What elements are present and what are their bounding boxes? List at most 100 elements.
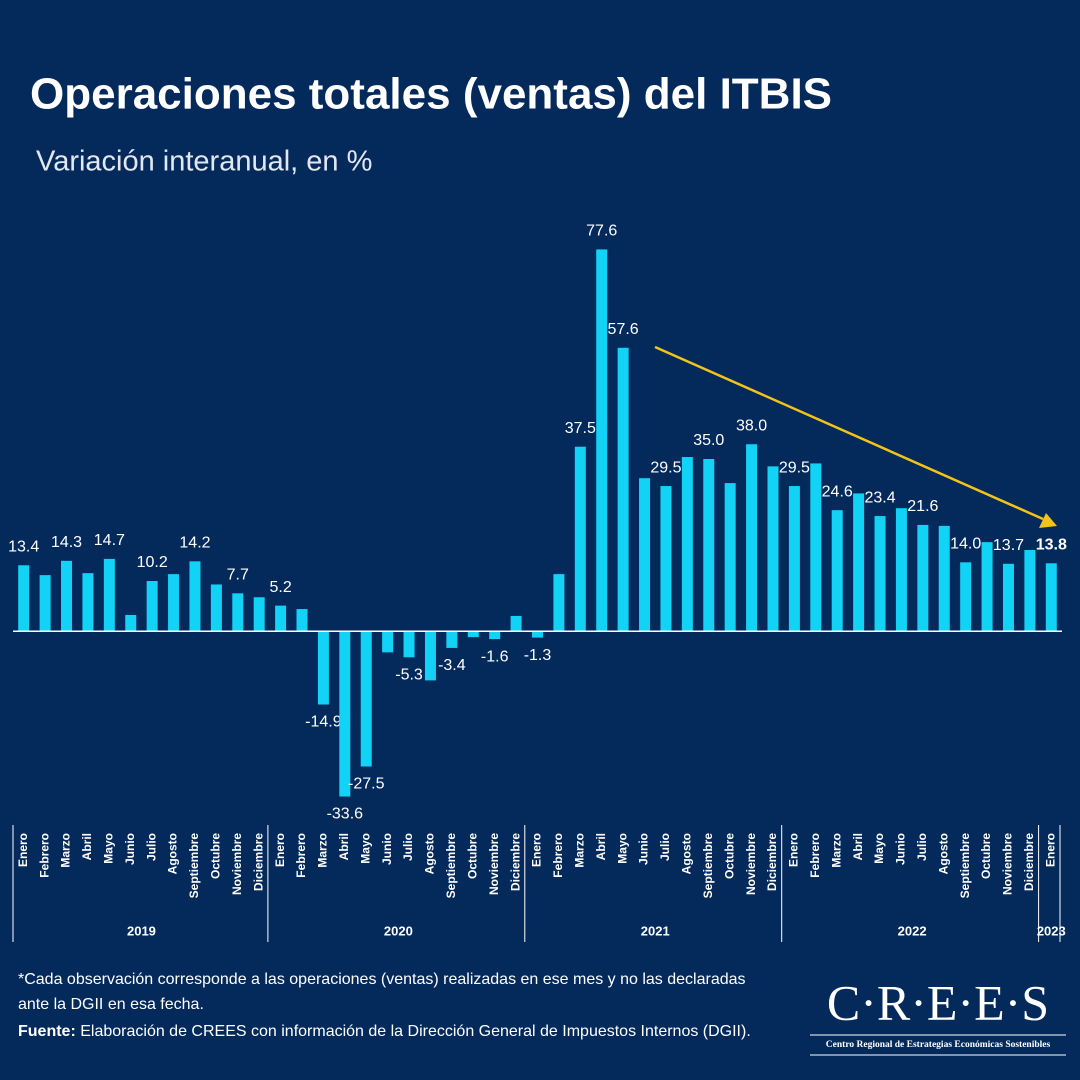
x-group-label: 2023 <box>1037 923 1066 938</box>
bar <box>960 562 972 632</box>
bar <box>168 574 180 632</box>
trend-arrowhead <box>1039 513 1057 528</box>
bar <box>253 597 265 632</box>
bar <box>18 565 30 632</box>
x-tick-label: Junio <box>123 833 137 865</box>
chart-title: Operaciones totales (ventas) del ITBIS <box>30 70 832 119</box>
value-label: 14.2 <box>179 535 210 552</box>
x-tick-label: Abril <box>337 833 351 860</box>
value-label: 24.6 <box>822 483 853 500</box>
value-label: 13.4 <box>8 538 39 555</box>
bar <box>1002 563 1014 632</box>
bar <box>146 581 158 632</box>
bar <box>853 493 865 632</box>
x-tick-label: Diciembre <box>765 833 779 891</box>
bar <box>596 249 608 632</box>
bar <box>296 609 308 632</box>
bar <box>467 631 479 638</box>
bar <box>553 574 565 632</box>
value-label: -5.3 <box>395 666 423 683</box>
x-group-label: 2020 <box>384 923 413 938</box>
source: Fuente: Elaboración de CREES con informa… <box>18 1019 778 1044</box>
value-label: 14.7 <box>94 532 125 549</box>
bar <box>532 631 543 638</box>
value-label: 29.5 <box>650 459 681 476</box>
x-tick-label: Marzo <box>59 833 73 868</box>
x-tick-label: Octubre <box>722 833 736 879</box>
bar <box>617 347 629 632</box>
trend-arrow <box>654 345 1044 521</box>
value-label: 13.8 <box>1036 537 1067 554</box>
value-label: 29.5 <box>779 459 810 476</box>
x-tick-label: Septiembre <box>187 833 201 899</box>
x-tick-label: Enero <box>787 833 801 867</box>
x-tick-label: Julio <box>144 833 158 861</box>
value-label: -1.3 <box>524 647 552 664</box>
x-tick-label: Octubre <box>209 833 223 879</box>
x-tick-label: Noviembre <box>487 833 501 895</box>
value-label: -27.5 <box>348 776 385 793</box>
x-group-label: 2019 <box>127 923 156 938</box>
bar <box>660 486 672 632</box>
logo-subtitle: Centro Regional de Estrategias Económica… <box>826 1040 1051 1050</box>
value-label: 14.0 <box>950 536 981 553</box>
x-tick-label: Enero <box>1043 833 1057 867</box>
x-tick-label: Octubre <box>979 833 993 879</box>
bar <box>403 631 415 658</box>
bar <box>703 459 715 632</box>
x-tick-label: Marzo <box>829 833 843 868</box>
x-tick-label: Diciembre <box>508 833 522 891</box>
value-label: -33.6 <box>327 806 364 823</box>
x-tick-label: Agosto <box>166 833 180 874</box>
bar <box>275 605 287 632</box>
value-label: 57.6 <box>608 321 639 338</box>
bar <box>917 524 929 632</box>
x-tick-label: Febrero <box>808 833 822 878</box>
x-tick-label: Febrero <box>551 833 565 878</box>
bar <box>317 631 329 705</box>
footnote: *Cada observación corresponde a las oper… <box>18 971 746 1013</box>
x-tick-label: Enero <box>273 833 287 867</box>
x-tick-label: Mayo <box>872 833 886 864</box>
bar <box>103 558 115 632</box>
value-label: 21.6 <box>907 498 938 515</box>
bar <box>446 631 458 648</box>
value-label: 37.5 <box>565 420 596 437</box>
x-tick-label: Septiembre <box>444 833 458 899</box>
bar <box>210 584 222 632</box>
bar <box>574 446 586 632</box>
x-tick-label: Agosto <box>936 833 950 874</box>
x-tick-label: Enero <box>530 833 544 867</box>
x-tick-label: Febrero <box>37 833 51 878</box>
x-tick-label: Julio <box>658 833 672 861</box>
bar <box>189 561 201 632</box>
x-tick-label: Mayo <box>615 833 629 864</box>
bar <box>1045 563 1057 632</box>
x-tick-label: Junio <box>894 833 908 865</box>
bar <box>874 516 886 632</box>
x-tick-label: Febrero <box>294 833 308 878</box>
bar <box>339 631 351 797</box>
bar <box>232 593 244 632</box>
x-tick-label: Abril <box>80 833 94 860</box>
x-tick-label: Noviembre <box>744 833 758 895</box>
x-group-label: 2021 <box>641 923 670 938</box>
x-tick-label: Mayo <box>358 833 372 864</box>
bar <box>788 486 800 632</box>
bar <box>424 631 436 681</box>
x-tick-label: Agosto <box>423 833 437 874</box>
x-tick-label: Junio <box>637 833 651 865</box>
bar <box>981 542 993 632</box>
value-label: 35.0 <box>693 432 724 449</box>
x-tick-label: Noviembre <box>230 833 244 895</box>
x-tick-label: Julio <box>401 833 415 861</box>
value-label: 7.7 <box>227 567 249 584</box>
x-tick-label: Septiembre <box>958 833 972 899</box>
bar <box>831 510 843 632</box>
x-tick-label: Mayo <box>102 833 116 864</box>
x-tick-label: Septiembre <box>701 833 715 899</box>
value-label: 14.3 <box>51 534 82 551</box>
x-tick-label: Abril <box>851 833 865 860</box>
